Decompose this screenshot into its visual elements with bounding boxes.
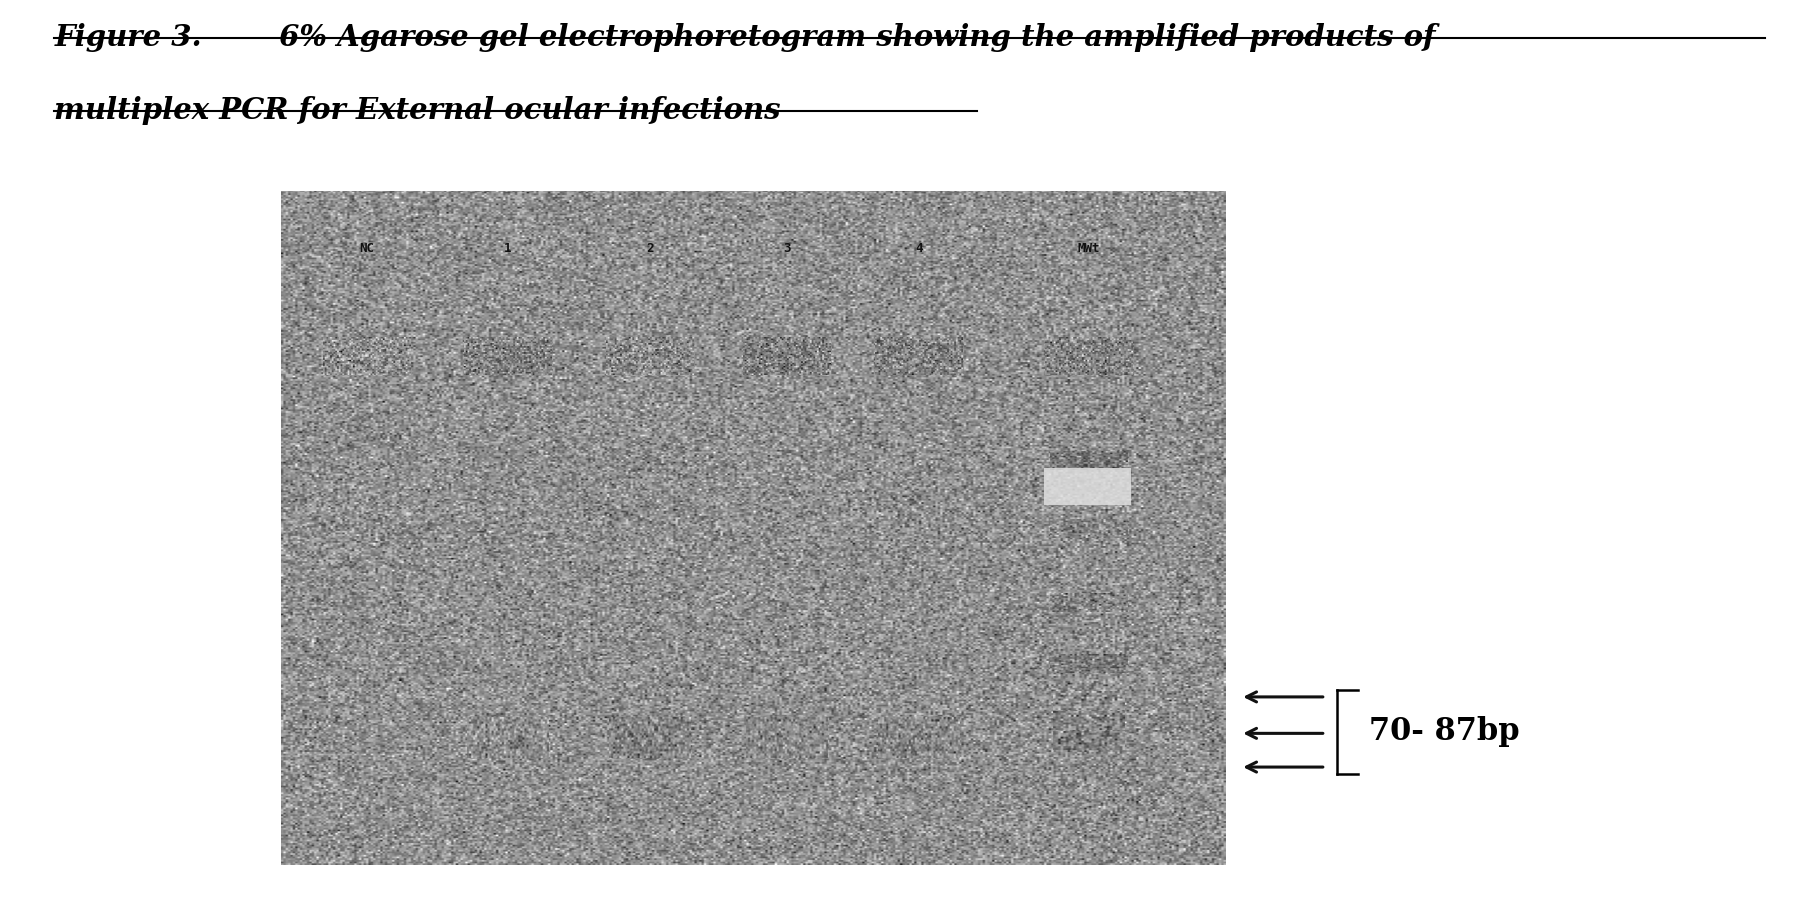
Text: 4: 4 (915, 242, 923, 255)
Bar (1044, 467, 1131, 505)
Text: NC: NC (360, 242, 374, 255)
Text: Figure 3.: Figure 3. (54, 23, 202, 52)
Text: 70- 87bp: 70- 87bp (1369, 716, 1520, 748)
Text: 1: 1 (505, 242, 512, 255)
Text: MWt: MWt (1077, 242, 1100, 255)
Text: 6% Agarose gel electrophoretogram showing the amplified products of: 6% Agarose gel electrophoretogram showin… (269, 23, 1435, 52)
Text: 2: 2 (646, 242, 654, 255)
Text: 3: 3 (783, 242, 790, 255)
Text: multiplex PCR for External ocular infections: multiplex PCR for External ocular infect… (54, 96, 781, 125)
